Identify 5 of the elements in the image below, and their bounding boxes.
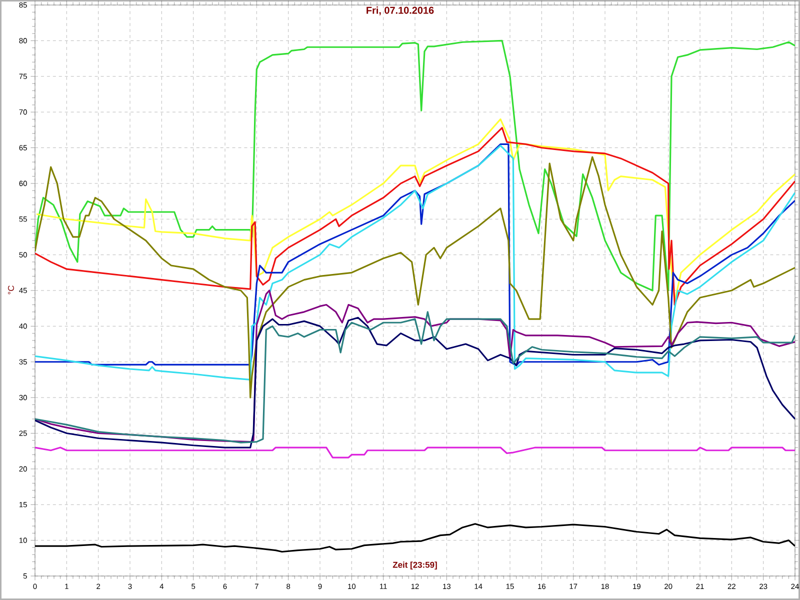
line-series <box>35 40 796 292</box>
chart-title: Fri, 07.10.2016 <box>366 6 434 16</box>
x-axis-title: Zeit [23:59] <box>392 562 437 570</box>
line-series <box>35 446 796 458</box>
y-axis-title: °C <box>8 286 14 294</box>
